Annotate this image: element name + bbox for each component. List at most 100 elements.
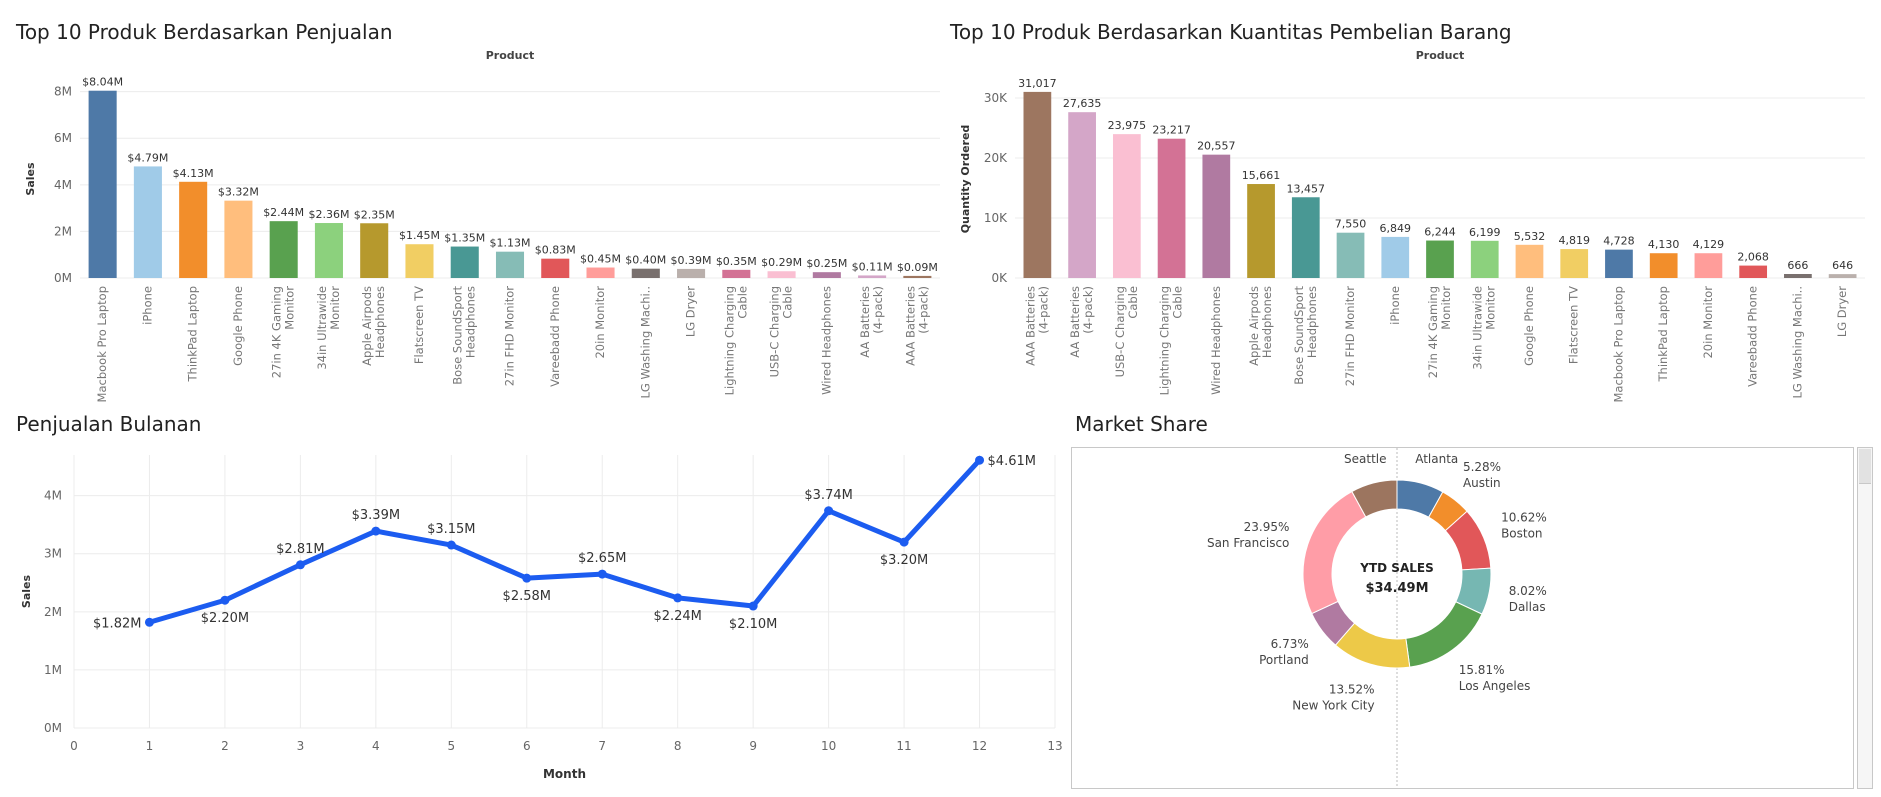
qty-category-label: Bose SoundSport — [1292, 286, 1306, 385]
sales-category-label: Lightning Charging — [722, 286, 736, 395]
donut-pct-label: 7.97% — [1346, 448, 1384, 450]
sales-bar[interactable] — [767, 271, 796, 278]
line-point[interactable] — [673, 593, 683, 603]
qty-ylabel: Quantity Ordered — [959, 125, 972, 234]
donut-slice[interactable] — [1405, 601, 1483, 668]
line-xtick-label: 8 — [674, 739, 682, 753]
donut-city-label: Dallas — [1509, 600, 1546, 614]
donut-slice[interactable] — [1351, 479, 1398, 518]
qty-bar[interactable] — [1157, 138, 1186, 278]
line-point[interactable] — [220, 595, 230, 605]
qty-bar[interactable] — [1068, 112, 1096, 278]
line-ylabel: Sales — [20, 574, 33, 608]
line-point[interactable] — [295, 560, 305, 570]
sales-bar[interactable] — [133, 166, 162, 278]
qty-bar[interactable] — [1202, 154, 1231, 278]
sales-category-label: USB-C Charging — [768, 286, 782, 377]
sales-bar[interactable] — [269, 221, 298, 278]
qty-category-label: Monitor — [1484, 286, 1498, 330]
line-point[interactable] — [824, 506, 834, 516]
sales-bar[interactable] — [677, 268, 706, 278]
qty-bar[interactable] — [1381, 236, 1410, 278]
vertical-scrollbar[interactable] — [1857, 447, 1873, 789]
sales-bar[interactable] — [541, 258, 570, 278]
sales-bar[interactable] — [903, 275, 932, 278]
sales-category-label: Google Phone — [231, 286, 245, 366]
sales-bar[interactable] — [495, 251, 525, 278]
qty-bar[interactable] — [1515, 244, 1544, 278]
line-data-label: $1.82M — [93, 616, 141, 631]
sales-bar[interactable] — [812, 272, 841, 278]
sales-bar[interactable] — [179, 181, 208, 278]
qty-category-label: (4-pack) — [1081, 286, 1095, 334]
qty-ytick-label: 10K — [984, 211, 1008, 225]
qty-bar[interactable] — [1470, 240, 1499, 278]
sales-category-label: 27in 4K Gaming — [270, 286, 284, 378]
qty-bar[interactable] — [1426, 240, 1454, 278]
qty-bar[interactable] — [1560, 249, 1589, 278]
qty-bar[interactable] — [1605, 249, 1633, 278]
qty-category-label: Wired Headphones — [1209, 286, 1223, 395]
sales-bar[interactable] — [450, 246, 479, 278]
qty-bar[interactable] — [1336, 232, 1365, 278]
market-share-title: Market Share — [1075, 412, 1208, 436]
qty-data-label: 666 — [1787, 259, 1808, 272]
qty-bar[interactable] — [1784, 274, 1812, 278]
sales-bar[interactable] — [314, 223, 343, 278]
sales-ylabel: Sales — [24, 162, 37, 196]
sales-data-label: $0.39M — [671, 254, 712, 267]
sales-ytick-label: 8M — [54, 85, 72, 99]
qty-bar[interactable] — [1247, 184, 1275, 278]
qty-category-label: iPhone — [1388, 286, 1402, 325]
qty-category-label: Apple Airpods — [1247, 286, 1261, 366]
line-point[interactable] — [597, 569, 607, 579]
donut-pct-label: 6.73% — [1271, 637, 1309, 651]
qty-bar[interactable] — [1112, 134, 1141, 278]
donut-pct-label: 10.62% — [1501, 511, 1547, 525]
qty-data-label: 7,550 — [1335, 218, 1367, 231]
sales-ytick-label: 4M — [54, 178, 72, 192]
donut-pct-label: 23.95% — [1244, 520, 1290, 534]
sales-bar[interactable] — [722, 269, 751, 278]
line-data-label: $2.65M — [578, 551, 626, 566]
qty-category-label: Monitor — [1439, 286, 1453, 330]
donut-city-label: Austin — [1463, 476, 1501, 490]
qty-bar[interactable] — [1828, 274, 1857, 278]
donut-pct-label: 13.52% — [1329, 683, 1375, 697]
sales-data-label: $0.11M — [852, 260, 893, 273]
sales-bar[interactable] — [858, 275, 887, 278]
donut-pct-label: 8.10% — [1415, 448, 1453, 450]
qty-bar[interactable] — [1291, 197, 1320, 278]
qty-bar[interactable] — [1694, 253, 1723, 278]
quantity-by-product-panel: Top 10 Produk Berdasarkan Kuantitas Pemb… — [945, 0, 1881, 410]
line-xtick-label: 7 — [598, 739, 606, 753]
scrollbar-thumb[interactable] — [1859, 449, 1871, 484]
line-point[interactable] — [522, 573, 532, 583]
line-point[interactable] — [748, 601, 758, 611]
sales-bar[interactable] — [405, 244, 434, 278]
sales-bar[interactable] — [224, 200, 253, 278]
sales-category-label: AAA Batteries — [903, 286, 917, 366]
line-data-label: $3.39M — [352, 508, 400, 523]
sales-bar[interactable] — [360, 223, 389, 278]
qty-bar[interactable] — [1023, 91, 1052, 278]
donut-slice[interactable] — [1302, 490, 1367, 615]
qty-bar[interactable] — [1739, 265, 1768, 278]
line-point[interactable] — [899, 537, 909, 547]
sales-bar[interactable] — [586, 267, 615, 278]
qty-ytick-label: 0K — [991, 271, 1008, 285]
sales-bar[interactable] — [88, 90, 117, 278]
qty-data-label: 6,244 — [1424, 226, 1456, 239]
line-xlabel: Month — [543, 767, 586, 781]
qty-category-label: Google Phone — [1522, 286, 1536, 366]
sales-category-label: Headphones — [464, 286, 478, 358]
line-point[interactable] — [446, 540, 456, 550]
sales-bar[interactable] — [631, 268, 660, 278]
line-point[interactable] — [975, 455, 985, 465]
sales-ytick-label: 2M — [54, 224, 72, 238]
qty-data-label: 6,849 — [1380, 222, 1412, 235]
line-point[interactable] — [144, 617, 154, 627]
qty-bar[interactable] — [1649, 253, 1678, 278]
sales-category-label: (4-pack) — [871, 286, 885, 334]
line-point[interactable] — [371, 526, 381, 536]
